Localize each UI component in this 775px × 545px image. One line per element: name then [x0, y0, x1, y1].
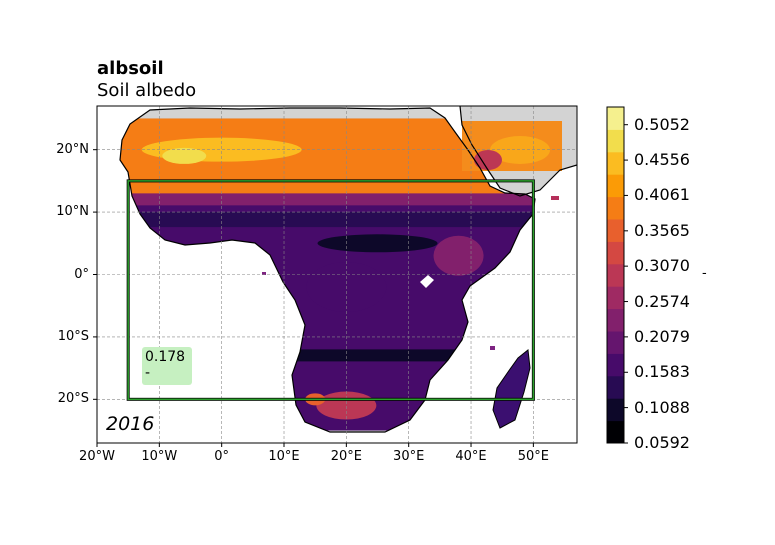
lat-tick-label: 10°N: [56, 204, 89, 220]
colorbar-segment: [607, 196, 624, 220]
colorbar-segment: [607, 375, 624, 399]
colorbar-segment: [607, 420, 624, 444]
colorbar-unit: -: [702, 266, 707, 281]
colorbar-segment: [607, 107, 624, 130]
bioko: [262, 272, 266, 275]
variable-title: albsoil: [97, 58, 164, 79]
lon-tick-label: 20°E: [330, 449, 362, 464]
colorbar-segment: [607, 353, 624, 377]
colorbar-tick-label: 0.3565: [634, 220, 690, 240]
region-box: [127, 180, 535, 401]
lake-victoria: [420, 275, 434, 288]
region-mean-box: 0.178 -: [142, 347, 192, 385]
variable-long-name: Soil albedo: [97, 80, 197, 101]
lon-tick-label: 10°W: [141, 449, 178, 464]
colorbar-tick-label: 0.0592: [634, 433, 690, 452]
albedo-rainforest-edge: [317, 234, 438, 253]
colorbar-segment: [607, 286, 624, 310]
lon-tick-label: 30°E: [393, 449, 425, 464]
map-tick-marks: [93, 149, 534, 447]
lon-tick-label: 0°: [214, 449, 230, 464]
colorbar-segment: [607, 174, 624, 198]
albedo-horn: [433, 235, 484, 276]
colorbar-tick-label: 0.5052: [634, 114, 690, 134]
colorbar-tick-label: 0.4556: [634, 150, 690, 170]
region-mean-unit: -: [145, 365, 151, 381]
colorbar-tick-label: 0.1583: [634, 362, 690, 382]
albedo-sahel: [120, 193, 535, 206]
albedo-sahara-peak: [162, 147, 207, 164]
lat-tick-label: 20°N: [56, 141, 89, 157]
colorbar-segment: [607, 129, 624, 153]
madagascar: [492, 349, 531, 429]
lat-tick-label: 10°S: [57, 328, 89, 344]
colorbar-segment: [607, 219, 624, 242]
colorbar-segment: [607, 151, 624, 175]
albedo-sudan: [120, 212, 535, 228]
year-label: 2016: [106, 413, 155, 435]
colorbar-tick-label: 0.2079: [634, 326, 690, 346]
lat-tick-label: 0°: [74, 266, 89, 282]
lon-tick-label: 50°E: [517, 449, 549, 464]
lon-tick-label: 10°E: [268, 449, 300, 464]
arabian-albedo-field: [462, 121, 562, 171]
colorbar-segment: [607, 331, 624, 354]
socotra: [551, 196, 559, 200]
colorbar: [607, 107, 628, 444]
colorbar-segment: [607, 308, 624, 332]
colorbar-segment: [607, 398, 624, 422]
colorbar-segment: [607, 241, 624, 265]
comoros: [490, 346, 495, 350]
colorbar-segment: [607, 263, 624, 287]
lon-tick-label: 40°E: [455, 449, 487, 464]
colorbar-tick-label: 0.1088: [634, 397, 690, 417]
colorbar-tick-label: 0.3070: [634, 256, 690, 276]
lat-tick-label: 20°S: [57, 391, 89, 407]
colorbar-tick-label: 0.4061: [634, 185, 690, 205]
arabia-coastline: [459, 106, 577, 197]
colorbar-tick-label: 0.2574: [634, 291, 690, 311]
lon-tick-label: 20°W: [79, 449, 115, 464]
colorbar-frame: [606, 106, 625, 444]
region-mean-value: 0.178: [145, 349, 186, 365]
albedo-kalahari: [316, 391, 377, 420]
